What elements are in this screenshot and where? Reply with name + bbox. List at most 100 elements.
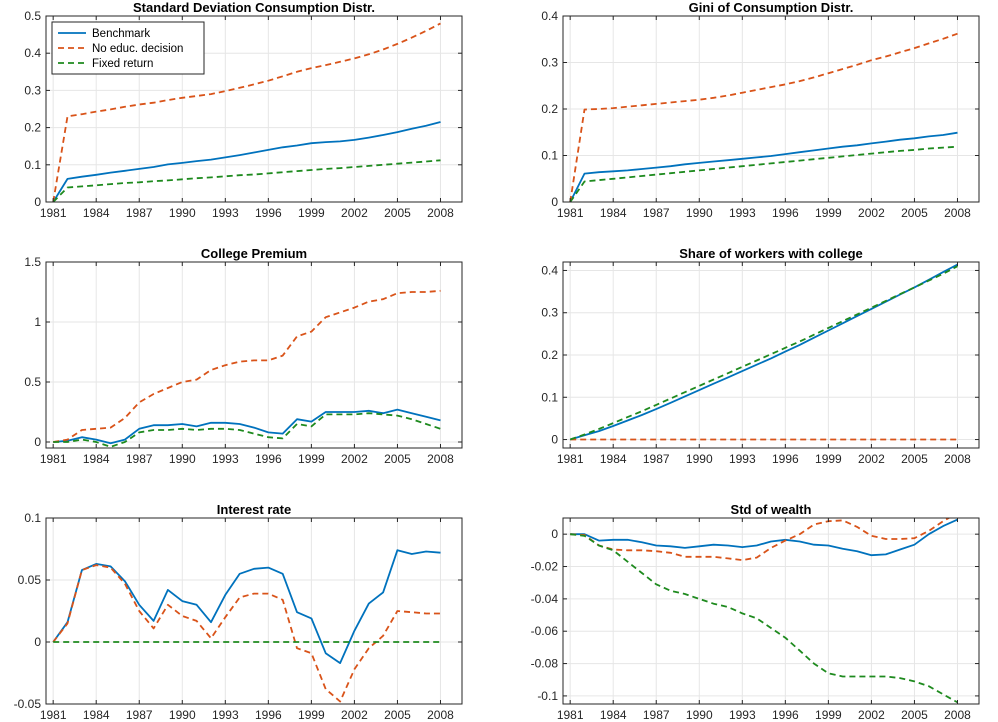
series-group	[569, 32, 958, 202]
y-tick-label: 0.5	[24, 9, 41, 23]
x-tick-label: 1981	[557, 708, 584, 722]
x-tick-label: 1984	[600, 708, 627, 722]
y-tick-label: 0.4	[24, 46, 41, 60]
y-tick-label: 0.2	[541, 348, 558, 362]
x-tick-label: 2008	[944, 452, 971, 466]
x-tick-label: 1981	[40, 206, 67, 220]
y-tick-label: 0.3	[541, 306, 558, 320]
series-line-benchmark	[569, 131, 958, 202]
series-line-benchmark	[569, 263, 958, 441]
axes-box	[45, 15, 463, 203]
x-tick-label: 2008	[944, 708, 971, 722]
x-tick-label: 2002	[858, 708, 885, 722]
y-tick-label: 0.3	[541, 56, 558, 70]
series-group	[52, 22, 441, 202]
x-tick-label: 1990	[686, 206, 713, 220]
x-tick-label: 1993	[729, 206, 756, 220]
x-tick-label: 1987	[126, 206, 153, 220]
x-tick-label: 2005	[384, 206, 411, 220]
x-tick-label: 1996	[255, 708, 282, 722]
x-tick-label: 1987	[643, 708, 670, 722]
x-tick-label: 1981	[40, 708, 67, 722]
x-tick-label: 1996	[255, 206, 282, 220]
y-tick-label: 0	[551, 195, 558, 209]
series-line-benchmark	[52, 121, 441, 202]
x-tick-label: 1993	[212, 452, 239, 466]
axes-box	[562, 517, 980, 705]
x-tick-label: 2008	[427, 206, 454, 220]
chart-interest-rate: 1981 1984 1987 1990 1993 1996 1999 2002 2005 2008…	[14, 502, 463, 722]
series-line-no_educ	[569, 32, 958, 202]
y-tick-label: 0.1	[24, 511, 41, 525]
y-tick-label: 0	[34, 635, 41, 649]
x-tick-label: 1990	[686, 452, 713, 466]
chart-std-consumption: 1981 1984 1987 1990 1993 1996 1999 2002 2005 2008…	[24, 0, 463, 220]
x-tick-label: 2005	[384, 708, 411, 722]
series-group	[569, 263, 958, 441]
y-tick-label: -0.04	[531, 592, 559, 606]
series-group	[52, 549, 441, 703]
x-tick-label: 1993	[729, 708, 756, 722]
series-line-benchmark	[570, 518, 958, 557]
series-line-fixed	[569, 145, 958, 202]
y-tick-label: 0.05	[18, 573, 42, 587]
x-tick-label: 2005	[901, 708, 928, 722]
y-tick-label: -0.1	[537, 689, 558, 703]
y-tick-label: -0.08	[531, 657, 559, 671]
y-tick-label: 0.3	[24, 83, 41, 97]
series-line-no_educ	[52, 22, 441, 202]
x-tick-label: 1990	[169, 206, 196, 220]
series-group	[53, 289, 441, 448]
x-tick-label: 1993	[212, 206, 239, 220]
x-tick-label: 1993	[212, 708, 239, 722]
series-line-no_educ	[53, 289, 441, 443]
y-tick-label: -0.02	[531, 560, 559, 574]
y-tick-label: 0.2	[24, 121, 41, 135]
x-tick-label: 1993	[729, 452, 756, 466]
x-tick-label: 1999	[815, 452, 842, 466]
x-tick-label: 1984	[600, 452, 627, 466]
x-tick-label: 2005	[901, 206, 928, 220]
y-tick-label: 0	[34, 435, 41, 449]
legend-label: Benchmark	[92, 28, 150, 40]
y-tick-label: 0.1	[541, 149, 558, 163]
chart-std-wealth: 1981 1984 1987 1990 1993 1996 1999 2002 2005 2008…	[531, 502, 980, 722]
x-tick-label: 1987	[126, 452, 153, 466]
x-tick-label: 1999	[815, 708, 842, 722]
x-tick-label: 1987	[643, 206, 670, 220]
y-tick-label: 0.5	[24, 375, 41, 389]
chart-college-premium: 1981 1984 1987 1990 1993 1996 1999 2002 2005 2008…	[24, 246, 463, 466]
legend: Benchmark No educ. decision Fixed return	[51, 21, 205, 75]
x-tick-label: 1996	[255, 452, 282, 466]
legend-label: No educ. decision	[92, 43, 183, 55]
series-line-fixed	[570, 533, 958, 704]
x-tick-label: 2008	[427, 708, 454, 722]
chart-share-college: 1981 1984 1987 1990 1993 1996 1999 2002 2005 2008…	[541, 246, 980, 466]
chart-title: Std of wealth	[731, 502, 812, 517]
x-tick-label: 1990	[169, 452, 196, 466]
x-tick-label: 1981	[557, 206, 584, 220]
series-line-benchmark	[52, 549, 441, 664]
axes-box	[45, 261, 463, 449]
y-tick-label: -0.06	[531, 624, 559, 638]
chart-title: Share of workers with college	[679, 246, 863, 261]
series-line-benchmark	[53, 408, 441, 445]
y-tick-label: -0.05	[14, 697, 42, 711]
axes-box	[45, 517, 463, 705]
y-tick-label: 0.1	[541, 390, 558, 404]
y-tick-label: 0	[34, 195, 41, 209]
x-tick-label: 1984	[83, 708, 110, 722]
x-tick-label: 1987	[126, 708, 153, 722]
x-tick-label: 2005	[384, 452, 411, 466]
y-tick-label: 1	[34, 315, 41, 329]
chart-title: Standard Deviation Consumption Distr.	[133, 0, 375, 15]
x-tick-label: 2002	[341, 452, 368, 466]
x-tick-label: 1999	[298, 206, 325, 220]
y-tick-label: 0	[551, 527, 558, 541]
x-tick-label: 1981	[40, 452, 67, 466]
x-tick-label: 1981	[557, 452, 584, 466]
x-tick-label: 1984	[600, 206, 627, 220]
chart-title: College Premium	[201, 246, 307, 261]
x-tick-label: 2005	[901, 452, 928, 466]
